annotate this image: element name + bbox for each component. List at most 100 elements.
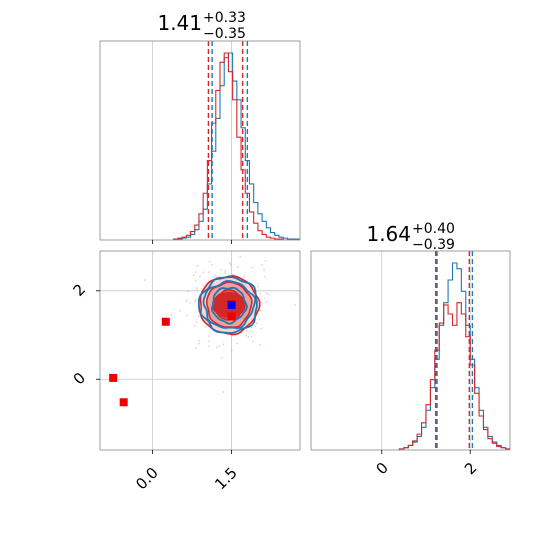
p2-sample-point bbox=[224, 272, 227, 274]
p2-sample-point bbox=[211, 264, 213, 266]
p2-sample-point bbox=[221, 357, 224, 359]
p2-sample-point bbox=[143, 279, 146, 282]
p2-sample-point bbox=[198, 339, 201, 342]
p1-title-minus: −0.35 bbox=[203, 26, 246, 42]
p2-sample-point bbox=[250, 326, 253, 329]
p2-sample-point bbox=[193, 325, 196, 328]
p3-frame bbox=[310, 250, 511, 451]
p3-title-plus: +0.40 bbox=[412, 221, 455, 237]
p2-sample-point bbox=[239, 255, 242, 258]
p2-sample-point bbox=[202, 284, 205, 287]
p2-sample-point bbox=[230, 349, 233, 351]
p2-sample-point bbox=[228, 261, 231, 264]
p2-sample-point bbox=[220, 268, 223, 271]
p2-sample-point bbox=[215, 346, 218, 349]
p2-sample-point bbox=[194, 299, 197, 302]
p2-sample-point bbox=[213, 276, 215, 279]
p2-sample-point bbox=[264, 259, 267, 262]
p2-sample-point bbox=[208, 335, 211, 338]
p3-histogram bbox=[398, 262, 510, 450]
p2-sample-point bbox=[208, 340, 211, 343]
p3-quantile-lines bbox=[435, 251, 474, 450]
panel-top-left: 1.41 +0.33 −0.35 bbox=[99, 10, 301, 244]
p3-hist-series-b bbox=[398, 302, 510, 450]
p1-ticks bbox=[152, 240, 232, 244]
p2-contour-series-a-2 bbox=[197, 276, 258, 334]
p2-sample-point bbox=[230, 263, 232, 266]
p2-sample-point bbox=[261, 301, 263, 304]
p2-sample-point bbox=[198, 342, 200, 345]
p2-sample-point bbox=[205, 325, 207, 328]
p2-sample-point bbox=[251, 266, 254, 269]
p2-sample-point bbox=[170, 313, 173, 316]
p2-marker-red-1 bbox=[119, 398, 128, 407]
p2-sample-point bbox=[198, 275, 201, 278]
p2-sample-point bbox=[185, 299, 188, 302]
p2-sample-point bbox=[257, 285, 259, 288]
p2-sample-point bbox=[259, 292, 262, 295]
p1-histogram bbox=[173, 52, 300, 240]
p2-sample-point bbox=[252, 340, 255, 343]
p2-sample-point bbox=[263, 297, 266, 299]
p1-hist-series-b bbox=[173, 52, 300, 240]
p2-sample-point bbox=[208, 271, 210, 273]
p2-sample-point bbox=[187, 290, 190, 293]
p2-sample-point bbox=[197, 315, 200, 317]
p2-sample-point bbox=[243, 275, 246, 278]
p2-sample-point bbox=[222, 391, 225, 393]
p2-sample-point bbox=[236, 342, 238, 345]
p2-sample-point bbox=[208, 345, 210, 348]
p2-sample-point bbox=[255, 322, 258, 325]
p2-sample-point bbox=[195, 347, 198, 350]
p2-sample-point bbox=[268, 293, 270, 296]
p2-sample-point bbox=[245, 334, 248, 337]
panel-bottom-left: 0.0 1.502 bbox=[70, 250, 301, 493]
p2-sample-point bbox=[202, 271, 205, 274]
p2-sample-point bbox=[247, 335, 250, 338]
p2-sample-point bbox=[265, 301, 268, 304]
p1-title-plus: +0.33 bbox=[203, 10, 246, 26]
p2-marker-red-3 bbox=[227, 312, 236, 321]
p2-sample-point bbox=[256, 282, 259, 285]
p2-sample-point bbox=[250, 335, 253, 338]
p2-sample-point bbox=[224, 269, 227, 272]
p2-sample-point bbox=[195, 320, 198, 323]
p2-sample-point bbox=[196, 289, 199, 292]
p2-sample-point bbox=[186, 314, 188, 317]
p2-sample-point bbox=[194, 279, 197, 282]
p1-grid bbox=[152, 41, 232, 240]
p2-frame bbox=[99, 250, 301, 451]
p2-sample-point bbox=[179, 309, 181, 312]
p2-sample-point bbox=[194, 271, 197, 274]
p1-frame bbox=[99, 40, 301, 241]
p2-sample-point bbox=[214, 274, 217, 277]
p2-sample-point bbox=[193, 300, 196, 303]
p1-quantile-lines bbox=[207, 41, 249, 240]
p2-sample-point bbox=[196, 265, 199, 267]
p2-sample-point bbox=[218, 345, 221, 348]
p2-sample-point bbox=[260, 309, 262, 312]
p2-sample-point bbox=[245, 329, 248, 332]
p2-sample-point bbox=[237, 266, 239, 269]
p2-sample-point bbox=[258, 318, 261, 321]
p2-sample-point bbox=[260, 327, 263, 330]
p2-sample-point bbox=[265, 292, 268, 295]
p2-marker-red-0 bbox=[109, 373, 118, 382]
p2-sample-point bbox=[192, 274, 195, 276]
p2-sample-point bbox=[195, 287, 198, 290]
p2-contour-series-a-1 bbox=[202, 279, 257, 330]
p2-sample-point bbox=[222, 343, 225, 346]
p3-title-value: 1.64 bbox=[366, 222, 411, 246]
p2-sample-point bbox=[263, 275, 266, 278]
p2-sample-point bbox=[294, 303, 297, 306]
p2-sample-point bbox=[261, 263, 264, 266]
p2-sample-point bbox=[208, 260, 211, 263]
p2-sample-point bbox=[259, 343, 262, 346]
p2-contour-series-a-0 bbox=[210, 286, 248, 325]
p1-title-value: 1.41 bbox=[157, 11, 202, 35]
p2-sample-point bbox=[189, 301, 192, 304]
p2-sample-point bbox=[249, 330, 252, 333]
